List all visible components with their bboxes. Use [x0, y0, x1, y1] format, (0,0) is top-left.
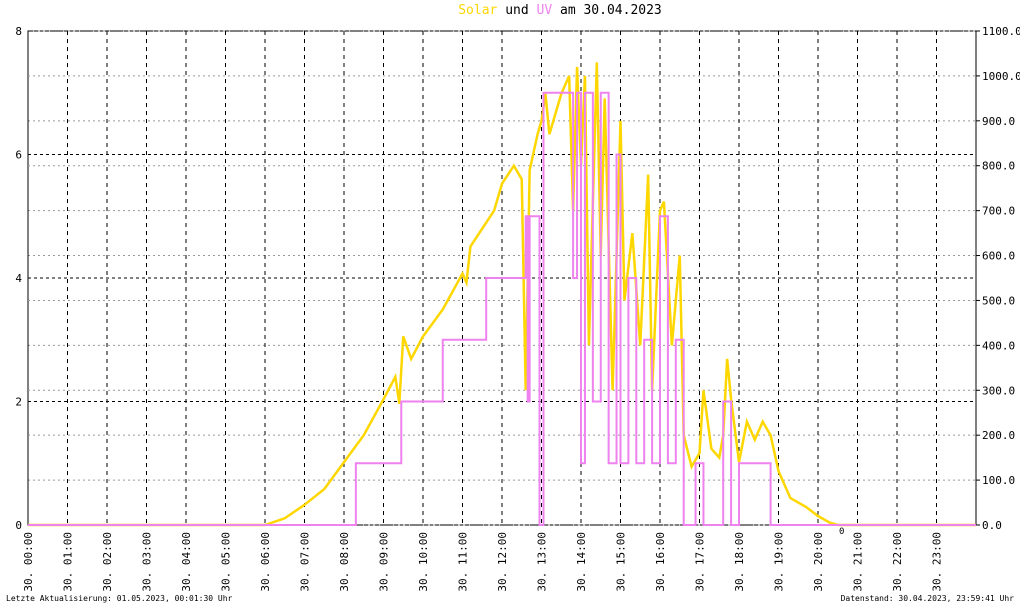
y-tick-label: 2: [15, 396, 22, 409]
title-solar: Solar: [458, 3, 497, 18]
title-connector: und: [505, 3, 528, 18]
x-tick-label: 30. 11:00: [457, 532, 470, 592]
x-tick-label: 30. 02:00: [101, 532, 114, 592]
title-uv: UV: [537, 3, 553, 18]
x-tick-label: 30. 09:00: [378, 532, 391, 592]
chart-title: Solar und UV am 30.04.2023: [458, 3, 662, 18]
x-tick-label: 30. 15:00: [615, 532, 628, 592]
y2-tick-label: 1100.0: [982, 25, 1020, 38]
footer-right: Datenstand: 30.04.2023, 23:59:41 Uhr: [841, 594, 1015, 603]
x-tick-label: 30. 05:00: [220, 532, 233, 592]
x-tick-label: 30. 22:00: [891, 532, 904, 592]
x-tick-label: 30. 12:00: [496, 532, 509, 592]
footer-left: Letzte Aktualisierung: 01.05.2023, 00:01…: [6, 594, 233, 603]
x-tick-label: 30. 06:00: [259, 532, 272, 592]
y2-tick-label: 800.0: [982, 160, 1015, 173]
title-date: am 30.04.2023: [560, 3, 662, 18]
annotation: 0: [839, 527, 844, 537]
y2-tick-label: 500.0: [982, 294, 1015, 307]
x-tick-label: 30. 19:00: [773, 532, 786, 592]
y2-tick-label: 1000.0: [982, 70, 1020, 83]
x-tick-label: 30. 20:00: [812, 532, 825, 592]
y2-tick-label: 400.0: [982, 339, 1015, 352]
x-tick-label: 30. 21:00: [852, 532, 865, 592]
y2-tick-label: 600.0: [982, 250, 1015, 263]
x-tick-label: 30. 17:00: [694, 532, 707, 592]
y2-tick-label: 0.0: [982, 519, 1002, 532]
y2-tick-label: 700.0: [982, 205, 1015, 218]
x-tick-label: 30. 16:00: [654, 532, 667, 592]
x-tick-label: 30. 18:00: [733, 532, 746, 592]
x-tick-label: 30. 03:00: [141, 532, 154, 592]
y2-tick-label: 100.0: [982, 474, 1015, 487]
y-tick-label: 6: [15, 149, 22, 162]
x-tick-label: 30. 08:00: [338, 532, 351, 592]
x-tick-label: 30. 00:00: [22, 532, 35, 592]
x-tick-label: 30. 01:00: [62, 532, 75, 592]
y2-tick-label: 200.0: [982, 429, 1015, 442]
x-tick-label: 30. 04:00: [180, 532, 193, 592]
x-tick-label: 30. 13:00: [536, 532, 549, 592]
y-tick-label: 4: [15, 272, 22, 285]
y-tick-label: 8: [15, 25, 22, 38]
series-line: [28, 91, 976, 526]
x-tick-label: 30. 07:00: [299, 532, 312, 592]
x-tick-label: 30. 14:00: [575, 532, 588, 592]
y2-tick-label: 900.0: [982, 115, 1015, 128]
x-tick-label: 30. 10:00: [417, 532, 430, 592]
y2-tick-label: 300.0: [982, 384, 1015, 397]
x-tick-label: 30. 23:00: [931, 532, 944, 592]
y-tick-label: 0: [15, 519, 22, 532]
